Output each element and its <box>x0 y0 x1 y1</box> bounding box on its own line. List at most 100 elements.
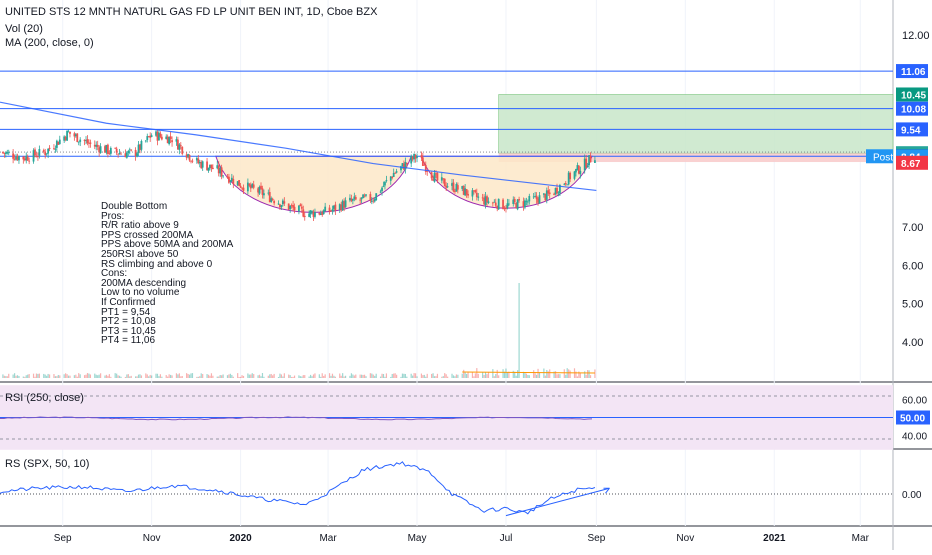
candle-body <box>384 181 386 186</box>
rs-tick-label: 0.00 <box>902 490 922 501</box>
candle-body <box>249 185 252 189</box>
candle-body <box>99 146 102 154</box>
candle-body <box>340 204 343 211</box>
candle-body <box>76 133 79 143</box>
candle-body <box>28 160 31 162</box>
candle-body <box>166 136 169 144</box>
candle-body <box>83 139 86 141</box>
volume-bar <box>2 374 4 378</box>
candle-body <box>200 162 203 169</box>
candle-body <box>382 185 385 187</box>
volume-bar <box>527 374 529 378</box>
candle-body <box>303 215 306 217</box>
volume-bar <box>79 374 81 378</box>
candle-body <box>472 190 475 192</box>
volume-bar <box>100 373 102 378</box>
volume-bar <box>426 373 428 378</box>
rsi-current-label: 50.00 <box>900 414 925 425</box>
volume-bar <box>108 374 110 378</box>
ma-indicator-label[interactable]: MA (200, close, 0) <box>5 37 94 49</box>
volume-bar <box>390 376 392 378</box>
volume-bar <box>422 375 424 378</box>
volume-bar <box>261 373 264 378</box>
volume-bar <box>340 375 342 378</box>
candle-body <box>516 199 519 210</box>
note-line: 250RSI above 50 <box>101 248 179 260</box>
candle-body <box>513 198 516 202</box>
candle-body <box>548 192 551 195</box>
candle-body <box>360 197 363 200</box>
volume-bar <box>190 373 192 378</box>
stop-zone <box>498 153 893 163</box>
candle-body <box>257 188 259 193</box>
volume-bar <box>487 371 490 378</box>
note-line: R/R ratio above 9 <box>101 220 179 232</box>
candle-body <box>343 201 346 208</box>
volume-bar <box>476 368 478 378</box>
candle-body <box>454 191 456 193</box>
volume-bar <box>89 374 92 378</box>
candle-body <box>252 184 255 188</box>
vol-indicator-label[interactable]: Vol (20) <box>5 23 43 35</box>
candle-body <box>435 173 437 175</box>
candle-body <box>575 169 577 173</box>
volume-bar <box>135 376 137 378</box>
candle-body <box>545 190 548 200</box>
rsi-indicator-label[interactable]: RSI (250, close) <box>5 392 84 404</box>
volume-bar <box>372 374 374 378</box>
volume-bar <box>8 373 10 378</box>
volume-bar <box>328 373 331 378</box>
volume-bar <box>165 375 167 378</box>
rs-trendline <box>505 487 610 517</box>
candle-body <box>232 178 235 185</box>
volume-bar <box>260 376 262 378</box>
volume-bar <box>25 375 27 378</box>
volume-bar <box>549 369 551 378</box>
candle-body <box>491 202 494 204</box>
candle-body <box>373 199 376 202</box>
price-label-bg <box>896 122 928 137</box>
candle-body <box>421 157 424 166</box>
volume-bar <box>97 375 99 378</box>
volume-bar <box>270 373 272 378</box>
candle-body <box>98 147 101 153</box>
candle-body <box>191 160 194 162</box>
volume-bar <box>512 370 514 378</box>
volume-bar <box>120 376 122 378</box>
candle-body <box>481 197 484 199</box>
volume-bar <box>38 373 40 378</box>
volume-bar <box>412 375 414 378</box>
volume-bar <box>410 373 412 378</box>
time-tick-label: May <box>408 533 427 544</box>
volume-bar <box>53 374 55 378</box>
candle-body <box>467 193 469 196</box>
volume-bar <box>280 374 283 378</box>
volume-bar <box>136 376 138 378</box>
volume-bar <box>311 376 313 378</box>
volume-bar <box>149 374 151 378</box>
candle-body <box>411 156 414 160</box>
candle-body <box>22 156 25 160</box>
candle-body <box>88 142 90 144</box>
volume-bar <box>579 372 581 378</box>
candle-body <box>534 196 537 197</box>
volume-bar <box>267 375 269 378</box>
rs-indicator-label[interactable]: RS (SPX, 50, 10) <box>5 458 90 470</box>
volume-bar <box>404 373 406 378</box>
candle-body <box>44 152 47 156</box>
candle-body <box>566 184 569 186</box>
volume-bar <box>323 375 325 378</box>
candle-body <box>328 207 331 212</box>
volume-bar <box>505 368 507 378</box>
volume-bar <box>6 376 8 378</box>
candle-body <box>423 164 426 166</box>
candle-body <box>86 139 89 144</box>
candle-body <box>277 203 280 205</box>
volume-bar <box>495 374 497 378</box>
volume-bar <box>563 369 565 378</box>
candle-body <box>576 165 579 170</box>
volume-bar <box>118 375 121 378</box>
price-label-bg <box>896 101 928 116</box>
volume-bar <box>242 375 245 378</box>
